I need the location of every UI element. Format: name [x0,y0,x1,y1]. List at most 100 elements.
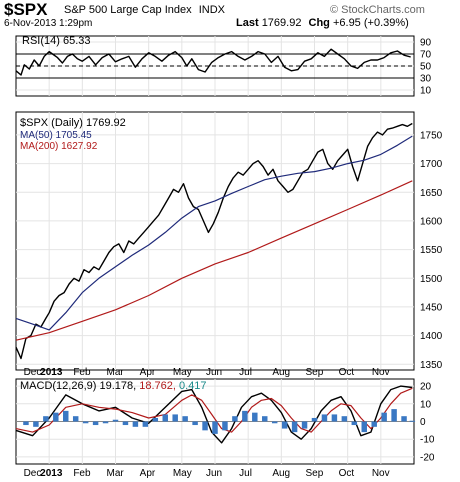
y-tick-label: -20 [420,452,435,463]
macd-histogram-bar [202,421,208,431]
macd-histogram-bar [371,421,377,427]
chg-value: +6.95 (+0.39%) [332,17,409,29]
brand-label: © StockCharts.com [330,4,425,16]
macd-histogram-bar [23,421,29,426]
series-line-ma-200- [15,180,413,341]
macd-histogram-bar [53,412,59,422]
macd-histogram-bar [63,410,69,422]
macd-histogram-bar [182,416,188,422]
macd-histogram-bar [92,421,99,426]
macd-histogram-bar [192,421,198,426]
y-tick-label: 10 [420,86,432,97]
ma50-legend: MA(50) 1705.45 [20,130,92,141]
y-tick-label: -10 [420,435,435,446]
x-tick-label: Aug [272,468,290,479]
x-tick-label: Aug [272,367,290,378]
x-tick-label: Oct [339,367,355,378]
macd-histogram-bar [212,421,218,434]
macd-histogram-bar [409,420,416,422]
y-tick-label: 1500 [420,274,443,285]
quote-date: 6-Nov-2013 1:29pm [4,18,93,29]
ma200-legend: MA(200) 1627.92 [20,141,98,152]
y-tick-label: 10 [420,399,432,410]
macd-histogram-bar [132,421,139,427]
y-tick-label: 1650 [420,188,443,199]
x-tick-label: Apr [140,367,156,378]
price-legend: $SPX (Daily) 1769.92 [20,117,126,129]
macd-histogram-bar [112,419,119,422]
macd-histogram-bar [172,414,178,422]
x-tick-label: Feb [73,468,91,479]
x-tick-label: Jun [206,468,222,479]
x-tick-label: Feb [73,367,91,378]
macd-histogram-bar [351,421,358,426]
series-line-rsi-14- [15,48,411,76]
y-tick-label: 70 [420,50,432,61]
last-value: 1769.92 [261,17,302,29]
ticker-symbol: $SPX [4,0,48,19]
x-tick-label: Mar [107,468,125,479]
x-tick-label: Apr [140,468,156,479]
macd-histogram-bar [331,414,338,422]
x-tick-label: Dec [24,468,42,479]
rsi-legend: RSI(14) 65.33 [22,35,90,47]
y-tick-label: 0 [420,417,426,428]
macd-histogram-bar [82,421,89,424]
macd-histogram-bar [301,421,308,429]
x-tick-label: May [173,367,192,378]
macd-histogram-bar [162,414,168,422]
macd-histogram-bar [321,414,328,422]
macd-histogram-bar [232,416,238,422]
y-tick-label: 1350 [420,360,443,371]
macd-histogram-bar [271,421,278,424]
macd-histogram-bar [222,421,228,431]
chg-label: Chg [308,17,330,29]
macd-histogram-bar [291,421,298,433]
x-tick-label: Sep [306,468,324,479]
macd-histogram-bar [33,421,39,427]
macd-histogram-bar [262,416,268,422]
exchange-label: INDX [198,4,225,16]
y-tick-label: 20 [420,382,432,393]
y-tick-label: 30 [420,74,432,85]
macd-histogram-bar [72,416,79,422]
macd-histogram-bar [361,421,367,433]
last-label: Last [236,17,259,29]
series-line--spx-daily- [15,122,413,360]
macd-legend: MACD(12,26,9) 19.178, 18.762, 0.417 [20,380,207,392]
y-tick-label: 1700 [420,159,443,170]
index-name: S&P 500 Large Cap Index INDX [64,4,225,16]
x-tick-label: 2013 [40,367,63,378]
macd-histogram-bar [102,421,109,424]
x-tick-label: Sep [306,367,324,378]
y-tick-label: 1600 [420,216,443,227]
series-line-ma-50- [15,135,413,331]
x-tick-label: 2013 [40,468,63,479]
macd-histogram-bar [341,416,348,422]
y-tick-label: 1400 [420,331,443,342]
macd-histogram-bar [142,421,149,427]
macd-histogram-bar [281,421,288,429]
x-tick-label: Dec [24,367,42,378]
y-tick-label: 1550 [420,245,443,256]
series-line-macd [15,385,413,444]
x-tick-label: Nov [372,468,390,479]
macd-histogram-bar [381,412,387,422]
y-tick-label: 50 [420,62,432,73]
index-title: S&P 500 Large Cap Index [64,4,192,16]
macd-histogram-bar [122,421,129,426]
y-tick-label: 1450 [420,302,443,313]
macd-histogram-bar [152,417,159,422]
macd-histogram-bar [391,409,397,422]
x-tick-label: Nov [372,367,390,378]
x-tick-label: Mar [107,367,125,378]
macd-histogram-bar [43,416,49,422]
quote-summary: Last 1769.92 Chg +6.95 (+0.39%) [236,17,409,29]
macd-histogram-bar [252,412,258,422]
x-tick-label: Jul [239,468,252,479]
macd-histogram-bar [401,416,407,422]
y-tick-label: 1750 [420,130,443,141]
macd-histogram-bar [242,410,248,422]
y-tick-label: 90 [420,38,432,49]
